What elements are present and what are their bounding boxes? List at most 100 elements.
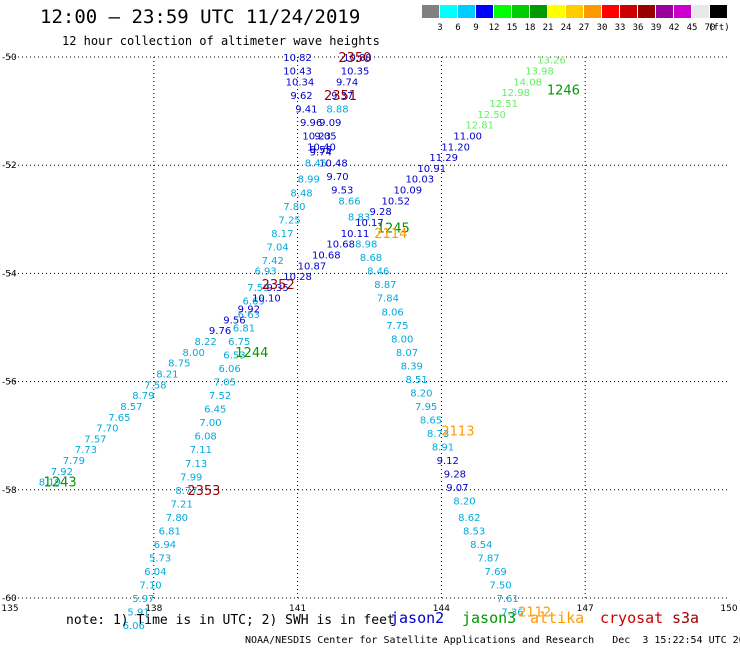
- swh-data-label: 10.09: [393, 186, 422, 197]
- swh-data-label: 7.69: [485, 567, 507, 578]
- swh-data-label: 9.70: [326, 172, 348, 183]
- legend-color-14: [674, 5, 691, 18]
- x-tick-label: 135: [1, 604, 18, 614]
- swh-data-label: 13.98: [525, 67, 554, 78]
- swh-data-label: 6.53: [223, 351, 245, 362]
- swh-data-label: 12.51: [489, 99, 518, 110]
- swh-data-label: 7.79: [63, 456, 85, 467]
- satellite-altika: altika: [530, 609, 585, 627]
- swh-data-label: 9.74: [336, 77, 358, 88]
- swh-data-label: 7.95: [415, 402, 437, 413]
- swh-data-label: 10.43: [283, 67, 312, 78]
- swh-data-label: 5.73: [149, 553, 171, 564]
- swh-data-label: 7.11: [190, 445, 212, 456]
- swh-data-label: 10.88: [343, 53, 372, 64]
- swh-data-label: 7.57: [84, 434, 106, 445]
- swh-data-label: 9.56: [223, 315, 245, 326]
- legend-tick-label: 24: [560, 23, 572, 33]
- swh-data-label: 8.39: [401, 361, 423, 372]
- legend-color-3: [476, 5, 493, 18]
- swh-data-label: 8.75: [168, 359, 190, 370]
- y-tick-label: -50: [2, 53, 17, 63]
- swh-data-label: 10.91: [417, 164, 446, 175]
- time-label: 1243: [44, 476, 77, 491]
- swh-data-label: 10.68: [312, 250, 341, 261]
- legend-color-8: [566, 5, 583, 18]
- swh-data-label: 9.07: [446, 483, 468, 494]
- legend-tick-label: 45: [686, 23, 698, 33]
- swh-data-label: 8.88: [326, 104, 348, 115]
- swh-data-label: 7.05: [214, 378, 236, 389]
- swh-data-label: 9.55: [310, 145, 332, 156]
- x-tick-label: 147: [577, 604, 594, 614]
- swh-data-label: 9.28: [444, 470, 466, 481]
- time-label: 2114: [374, 227, 407, 242]
- x-tick-label: 141: [289, 604, 306, 614]
- legend-color-6: [530, 5, 547, 18]
- x-tick-label: 150: [720, 604, 737, 614]
- swh-data-label: 8.68: [360, 253, 382, 264]
- y-tick-label: -60: [2, 594, 17, 604]
- footer-credit: NOAA/NESDIS Center for Satellite Applica…: [245, 635, 740, 646]
- satellite-s3a: s3a: [672, 609, 700, 627]
- swh-data-label: 9.09: [319, 118, 341, 129]
- legend-unit-label: (ft): [708, 23, 730, 33]
- legend-tick-label: 15: [506, 23, 518, 33]
- swh-data-label: 7.58: [144, 380, 166, 391]
- swh-data-label: 8.79: [132, 391, 154, 402]
- swh-data-label: 9.35: [266, 283, 288, 294]
- swh-data-label: 6.04: [144, 567, 166, 578]
- time-label: 2112: [518, 606, 551, 621]
- swh-data-label: 7.80: [166, 513, 188, 524]
- swh-data-label: 8.57: [120, 402, 142, 413]
- swh-data-label: 7.75: [386, 321, 408, 332]
- swh-data-label: 7.99: [180, 472, 202, 483]
- legend-color-15: [692, 5, 709, 18]
- chart-subtitle: 12 hour collection of altimeter wave hei…: [62, 34, 380, 48]
- swh-data-label: 8.66: [338, 196, 360, 207]
- y-tick-label: -54: [2, 269, 17, 279]
- footnote: note: 1) Time is in UTC; 2) SWH is in fe…: [66, 613, 395, 628]
- swh-data-label: 9.37: [331, 91, 353, 102]
- time-label: 2113: [441, 424, 474, 439]
- x-tick-label: 144: [433, 604, 450, 614]
- swh-data-label: 7.42: [262, 256, 284, 267]
- swh-data-label: 8.00: [391, 334, 413, 345]
- time-label: 1244: [235, 346, 268, 361]
- swh-data-label: 12.98: [501, 88, 530, 99]
- legend-tick-label: 3: [437, 23, 443, 33]
- swh-data-label: 6.81: [233, 324, 255, 335]
- swh-data-label: 7.25: [278, 215, 300, 226]
- swh-data-label: 6.08: [195, 432, 217, 443]
- swh-data-label: 8.99: [298, 175, 320, 186]
- swh-data-label: 7.61: [497, 594, 519, 605]
- legend-tick-label: 18: [524, 23, 536, 33]
- swh-data-label: 6.06: [123, 621, 145, 632]
- swh-data-label: 9.41: [295, 104, 317, 115]
- swh-data-label: 8.48: [290, 188, 312, 199]
- y-tick-label: -52: [2, 161, 17, 171]
- legend-tick-label: 33: [614, 23, 626, 33]
- swh-data-label: 8.91: [432, 443, 454, 454]
- time-label: 1245: [377, 221, 410, 236]
- swh-data-label: 7.21: [171, 499, 193, 510]
- swh-data-label: 8.20: [453, 497, 475, 508]
- swh-data-label: 8.06: [381, 307, 403, 318]
- swh-data-label: 6.63: [238, 310, 260, 321]
- swh-data-label: 8.62: [458, 513, 480, 524]
- legend-tick-label: 6: [455, 23, 461, 33]
- legend-tick-label: 9: [473, 23, 479, 33]
- swh-data-label: 10.35: [341, 67, 370, 78]
- swh-data-label: 10.68: [326, 240, 355, 251]
- swh-data-label: 7.36: [501, 608, 523, 619]
- legend-tick-label: 21: [542, 23, 554, 33]
- swh-data-label: 10.52: [381, 196, 410, 207]
- swh-data-label: 10.10: [252, 294, 281, 305]
- legend-tick-label: 27: [578, 23, 590, 33]
- swh-data-label: 7.59: [247, 283, 269, 294]
- legend-color-5: [512, 5, 529, 18]
- swh-data-label: 8.45: [305, 158, 327, 169]
- satellite-jason3: jason3: [462, 609, 517, 627]
- legend-tick-label: 70: [704, 23, 716, 33]
